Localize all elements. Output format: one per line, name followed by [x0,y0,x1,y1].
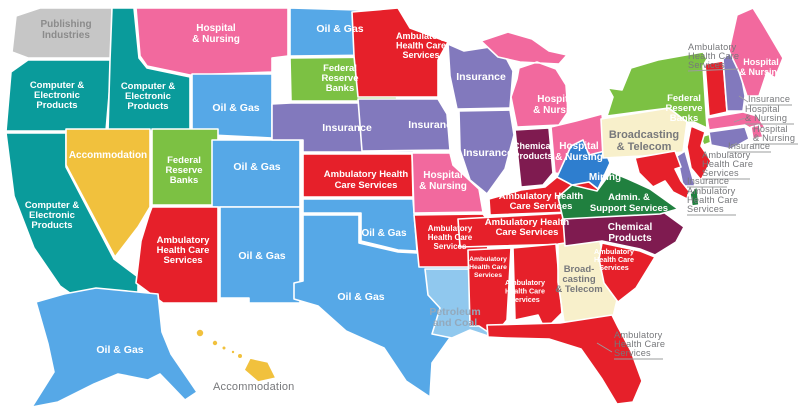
state-rhode-island [750,124,764,140]
label-virginia: Admin. & Support Services [590,192,668,214]
label-louisiana: Petroleum and Coal [429,306,480,329]
label-arizona: Ambulatory Health Care Services [157,235,211,266]
label-connecticut: Insurance [728,141,770,151]
leader-new-hampshire [738,95,749,103]
state-new-jersey [686,125,712,181]
label-hawaii: Accommodation [213,381,294,393]
leader-florida [596,342,613,353]
label-new-hampshire: Insurance [748,94,790,104]
state-new-mexico [219,206,301,304]
label-colorado: Oil & Gas [233,161,280,173]
state-shapes [5,7,784,408]
state-labels: Publishing Industries Computer & Electroni… [25,19,783,356]
label-texas: Oil & Gas [337,291,384,303]
state-hawaii [195,328,277,383]
state-connecticut [708,126,750,150]
state-oregon [5,59,113,132]
label-indiana: Chemical Products [513,141,553,161]
state-montana [135,7,289,76]
label-nevada: Accommodation [69,150,147,161]
label-massachusetts: Hospital & Nursing [745,104,787,123]
label-michigan: Hospital & Nursing [533,94,581,116]
label-oklahoma: Oil & Gas [361,228,406,239]
label-minnesota: Ambulatory Health Care Services [396,31,446,60]
label-ohio: Hospital & Nursing [555,141,603,163]
external-labels: Ambulatory Health Care Services Insurance … [213,42,798,393]
label-south-carolina: Ambulatory Health Care Services [594,247,634,272]
state-illinois [458,109,515,195]
state-idaho [107,7,191,132]
label-alabama: Ambulatory Health Care Services [505,278,545,304]
label-idaho: Computer & Electronic Products [121,81,176,112]
state-minnesota [351,7,449,98]
label-rhode-island: Hospital & Nursing [753,124,795,143]
label-delaware: Insurance [687,176,729,186]
underline-vermont [687,68,739,72]
label-washington: Publishing Industries [40,19,91,41]
label-tennessee: Ambulatory Health Care Services [485,217,570,238]
label-nebraska: Insurance [322,122,372,134]
label-mississippi: Ambulatory Health Care Services [469,256,507,279]
label-florida: Ambulatory Health Care Services [614,330,665,358]
label-wisconsin: Insurance [456,71,506,83]
label-maryland: Ambulatory Health Care Services [687,186,738,214]
label-pennsylvania: Broadcasting & Telecom [609,129,679,153]
leader-rhode-island [752,135,760,140]
label-north-carolina: Chemical Products [608,222,653,244]
leader-connecticut [727,142,738,149]
label-missouri: Hospital & Nursing [419,170,467,192]
label-oregon: Computer & Electronic Products [30,80,85,111]
state-virginia [557,171,700,220]
label-kansas: Ambulatory Health Care Services [324,169,409,191]
state-maine [728,7,784,97]
label-new-mexico: Oil & Gas [238,250,285,262]
label-georgia: Broad-casting & Telecom [555,264,602,295]
label-california: Computer & Electronic Products [25,200,80,231]
label-south-dakota: Federal Reserve Banks [322,63,359,94]
state-south-carolina [598,242,656,303]
state-iowa [357,98,451,152]
label-illinois: Insurance [463,147,513,159]
state-nevada [65,128,151,258]
state-colorado [211,139,301,208]
state-maryland [634,150,690,200]
state-florida [486,314,643,405]
label-vermont: Ambulatory Health Care Services [688,42,739,70]
label-montana: Hospital & Nursing [192,23,240,45]
label-kentucky: Ambulatory Health Care Services [499,191,584,212]
state-north-carolina [562,210,685,256]
label-west-virginia: Mining [589,172,621,183]
label-wyoming: Oil & Gas [212,102,259,114]
label-iowa: Insurance [408,119,458,131]
label-utah: Federal Reserve Banks [166,155,203,186]
state-vermont [704,60,728,117]
label-alaska: Oil & Gas [96,344,143,356]
state-missouri [411,152,484,214]
label-maine: Hospital & Nursing [739,57,782,77]
state-michigan [480,31,569,128]
state-wisconsin [447,43,514,110]
label-new-york: Federal Reserve Banks [666,93,703,124]
label-north-dakota: Oil & Gas [316,23,363,35]
state-indiana [514,127,554,188]
state-alaska [31,287,198,408]
label-arkansas: Ambulatory Health Care Services [428,224,473,251]
label-new-jersey: Ambulatory Health Care Services [702,150,753,178]
leader-massachusetts [733,117,746,123]
